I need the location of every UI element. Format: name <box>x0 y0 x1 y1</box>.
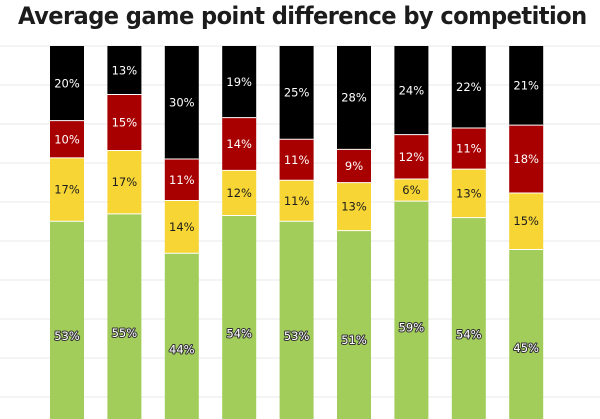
bar-segment-green-7 <box>394 201 429 419</box>
data-label-red-9: 18% <box>513 152 539 166</box>
data-label-black-5: 25% <box>284 86 310 100</box>
data-label-black-4: 19% <box>226 75 252 89</box>
bar-segment-yellow-4 <box>222 170 257 216</box>
data-label-green-5: 53% <box>284 329 310 343</box>
data-label-yellow-6: 13% <box>341 200 367 214</box>
data-label-green-4: 54% <box>226 327 252 341</box>
bar-segment-black-7 <box>394 46 429 135</box>
data-label-red-1: 10% <box>54 132 80 146</box>
data-label-yellow-3: 14% <box>169 220 195 234</box>
data-label-red-5: 11% <box>284 153 310 167</box>
bar-segment-black-3 <box>164 46 199 160</box>
data-label-black-3: 30% <box>169 96 195 110</box>
data-label-black-2: 13% <box>112 63 138 77</box>
data-label-red-6: 9% <box>345 159 363 173</box>
data-label-black-8: 22% <box>456 80 482 94</box>
data-label-yellow-1: 17% <box>54 183 80 197</box>
data-label-black-7: 24% <box>399 83 425 97</box>
data-label-yellow-8: 13% <box>456 186 482 200</box>
bar-segment-red-3 <box>164 159 199 201</box>
data-label-red-7: 12% <box>399 150 425 164</box>
bar-segment-green-8 <box>451 217 486 419</box>
data-label-black-6: 28% <box>341 91 367 105</box>
bar-segment-green-1 <box>50 221 84 419</box>
data-label-yellow-2: 17% <box>112 175 138 189</box>
bar-segment-red-1 <box>50 120 84 158</box>
bar-segment-red-9 <box>509 125 544 193</box>
bar-segment-yellow-9 <box>509 192 544 250</box>
bar-segment-red-6 <box>337 149 371 183</box>
bar-segment-red-7 <box>394 134 429 179</box>
bar-segment-green-9 <box>509 249 544 419</box>
data-label-green-2: 55% <box>112 326 138 340</box>
bar-segment-red-8 <box>451 128 486 170</box>
bar-segment-red-4 <box>222 117 257 171</box>
data-label-red-3: 11% <box>169 173 195 187</box>
data-label-red-8: 11% <box>456 142 482 156</box>
data-label-red-2: 15% <box>112 115 138 129</box>
bar-segment-yellow-3 <box>164 200 199 254</box>
bar-segment-green-3 <box>164 253 199 419</box>
data-label-green-9: 45% <box>513 341 539 355</box>
bar-segment-red-2 <box>107 94 142 151</box>
bar-segment-black-2 <box>107 46 142 95</box>
data-label-yellow-5: 11% <box>284 194 310 208</box>
data-labels: 53% 17% 10% 20% 55% 17% 15% 13% 44% 14% 11% 30% 54% 1… <box>53 63 540 357</box>
bar-segment-black-9 <box>509 46 544 126</box>
data-label-yellow-7: 6% <box>402 183 420 197</box>
bar-segment-black-1 <box>50 46 84 121</box>
bar-segment-yellow-1 <box>50 157 84 222</box>
bar-segment-green-4 <box>222 215 257 419</box>
bar-segment-red-5 <box>279 139 314 181</box>
bar-segment-black-4 <box>222 46 257 118</box>
bar-segment-yellow-2 <box>107 150 142 214</box>
data-label-yellow-9: 15% <box>513 214 539 228</box>
data-label-red-4: 14% <box>226 137 252 151</box>
bar-segment-green-5 <box>279 221 314 419</box>
bar-segment-yellow-8 <box>451 169 486 218</box>
data-label-black-9: 21% <box>513 79 539 93</box>
data-label-green-7: 59% <box>399 320 425 334</box>
bar-segment-yellow-7 <box>394 178 429 202</box>
data-label-black-1: 20% <box>54 76 80 90</box>
bar-segment-black-6 <box>337 46 371 150</box>
data-label-green-3: 44% <box>169 342 195 356</box>
bar-segment-yellow-6 <box>337 182 371 231</box>
bar-segment-black-8 <box>451 46 486 129</box>
data-label-green-8: 54% <box>456 327 482 341</box>
data-label-yellow-4: 12% <box>226 186 252 200</box>
bar-segment-black-5 <box>279 46 314 140</box>
chart-title: Average game point difference by competi… <box>18 2 587 30</box>
bar-segment-green-6 <box>337 230 371 419</box>
data-label-green-1: 53% <box>54 329 80 343</box>
data-label-green-6: 51% <box>341 333 367 347</box>
bar-segment-green-2 <box>107 213 142 419</box>
bar-segment-yellow-5 <box>279 180 314 222</box>
bars <box>50 46 544 419</box>
